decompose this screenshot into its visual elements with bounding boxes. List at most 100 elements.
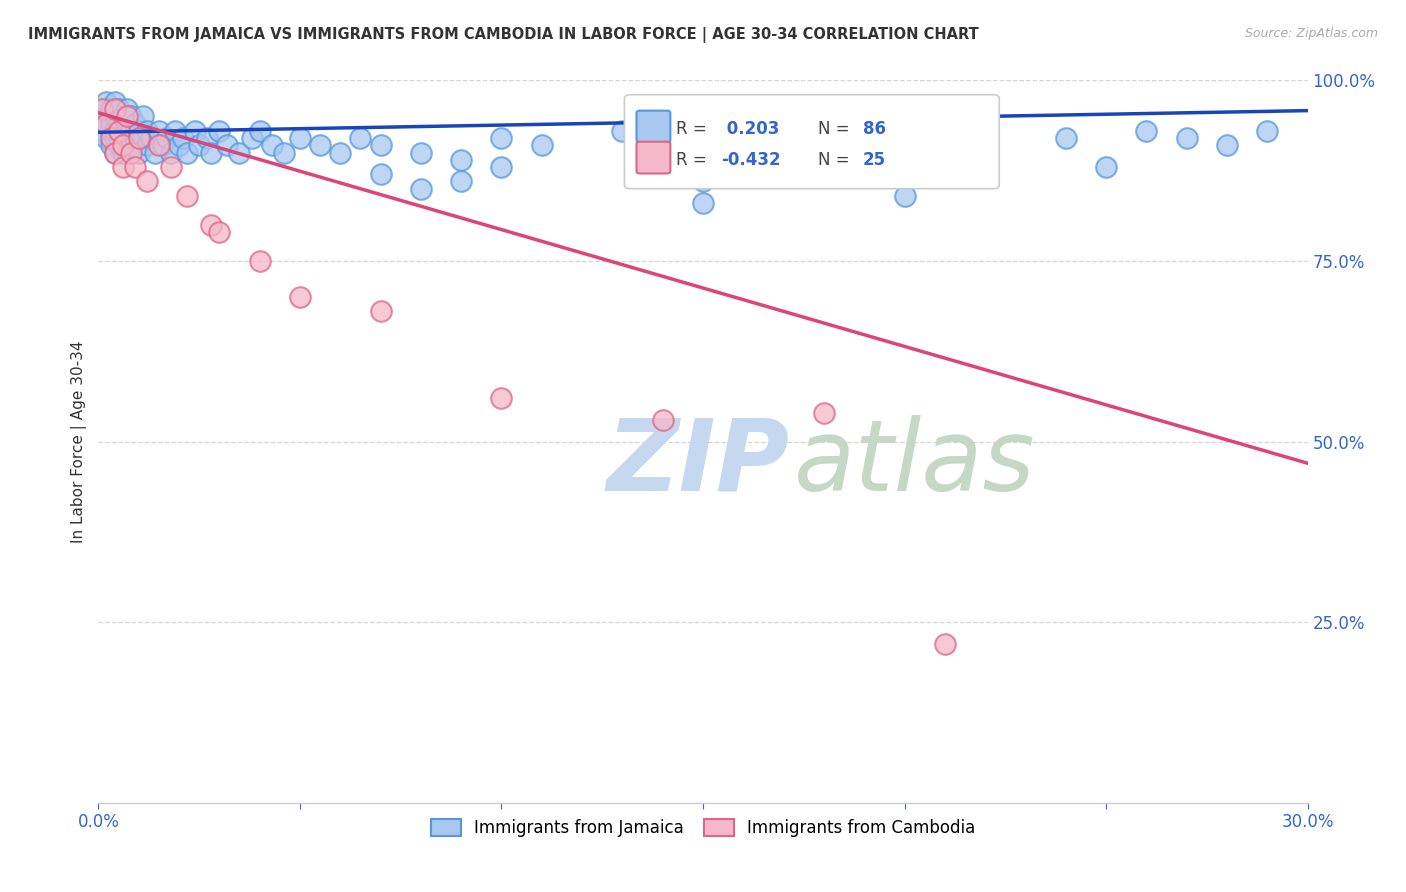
Point [148,138,170,153]
Point [934,637,956,651]
Text: atlas: atlas [793,415,1035,512]
Point [115,131,138,145]
Point [107,138,129,153]
Point [100,138,122,153]
Point [96,131,118,145]
Point [103,110,125,124]
Text: 0.203: 0.203 [721,120,779,138]
Point [135,174,157,188]
Point [96,102,118,116]
Point [124,160,146,174]
Point [450,174,472,188]
Point [409,182,432,196]
Point [135,138,157,153]
Point [96,117,118,131]
Point [813,131,835,145]
Point [893,189,915,203]
Point [111,124,134,138]
Point [217,138,239,153]
Point [100,110,122,124]
Point [370,304,392,318]
Point [491,160,513,174]
Point [91,102,114,116]
Point [156,131,179,145]
Point [124,131,146,145]
Point [100,102,122,116]
Point [772,138,794,153]
Point [176,145,198,160]
Point [91,110,114,124]
Point [148,124,170,138]
Point [107,124,129,138]
Point [1175,131,1198,145]
Point [409,145,432,160]
Text: R =: R = [676,120,713,138]
Point [692,145,714,160]
Point [349,131,371,145]
Point [172,131,194,145]
Point [200,145,222,160]
Point [143,145,166,160]
Point [139,131,162,145]
Point [160,160,183,174]
Point [128,131,150,145]
Point [273,145,295,160]
Point [1095,160,1118,174]
Point [288,131,311,145]
Point [100,117,122,131]
Point [208,124,231,138]
Point [228,145,250,160]
Point [188,138,211,153]
Point [240,131,263,145]
Point [152,138,174,153]
FancyBboxPatch shape [637,142,671,173]
Text: N =: N = [818,120,855,138]
Point [176,189,198,203]
Point [893,124,915,138]
FancyBboxPatch shape [637,111,671,143]
Point [103,145,125,160]
Point [100,124,122,138]
Point [124,117,146,131]
Point [288,290,311,304]
Point [167,138,190,153]
Point [491,131,513,145]
Point [160,145,183,160]
Point [692,196,714,211]
Point [249,253,271,268]
Text: 25: 25 [863,151,886,169]
Point [135,124,157,138]
Point [1216,138,1239,153]
Point [107,131,129,145]
Legend: Immigrants from Jamaica, Immigrants from Cambodia: Immigrants from Jamaica, Immigrants from… [422,810,984,845]
Text: IMMIGRANTS FROM JAMAICA VS IMMIGRANTS FROM CAMBODIA IN LABOR FORCE | AGE 30-34 C: IMMIGRANTS FROM JAMAICA VS IMMIGRANTS FR… [28,27,979,43]
Point [103,102,125,116]
Point [107,102,129,116]
Text: 86: 86 [863,120,886,138]
Text: R =: R = [676,151,713,169]
Point [111,138,134,153]
Text: Source: ZipAtlas.com: Source: ZipAtlas.com [1244,27,1378,40]
Point [974,138,997,153]
Point [120,124,142,138]
Point [111,145,134,160]
Point [329,145,352,160]
Point [111,160,134,174]
Point [184,124,207,138]
Point [1054,131,1077,145]
FancyBboxPatch shape [624,95,1000,189]
Point [1256,124,1278,138]
Point [651,413,673,427]
Point [107,117,129,131]
Point [91,124,114,138]
Point [132,131,155,145]
Point [200,218,222,232]
Point [115,102,138,116]
Point [249,124,271,138]
Point [132,110,155,124]
Text: N =: N = [818,151,855,169]
Point [163,124,186,138]
Point [128,145,150,160]
Point [103,145,125,160]
Point [309,138,332,153]
